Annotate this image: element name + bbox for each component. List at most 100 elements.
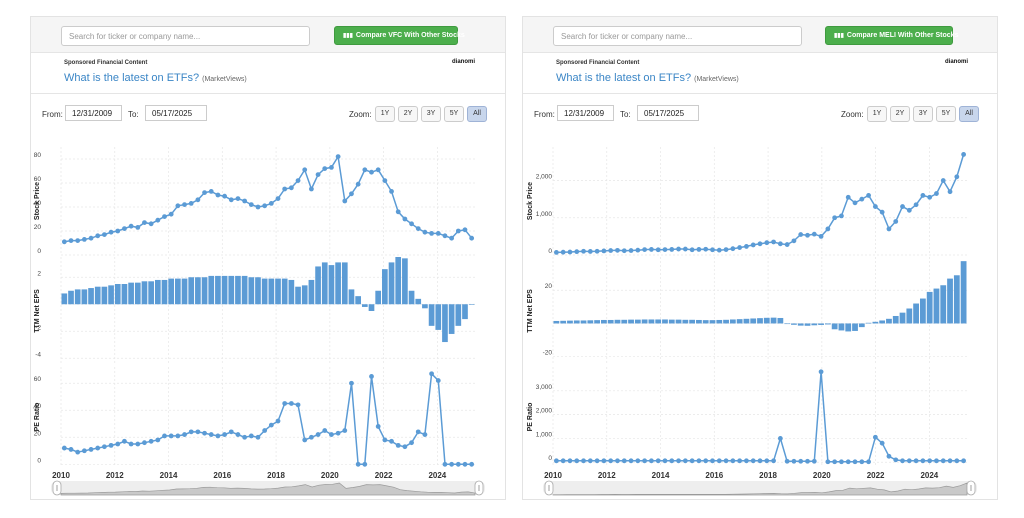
eps-bar: [255, 277, 261, 305]
data-point: [188, 201, 194, 206]
data-point: [710, 247, 715, 253]
data-point: [268, 422, 274, 428]
zoom-all-button[interactable]: All: [467, 106, 487, 122]
data-point: [362, 461, 368, 467]
eps-bar: [148, 281, 154, 305]
data-point: [689, 458, 695, 464]
data-point: [148, 438, 154, 444]
data-point: [839, 213, 844, 219]
data-point: [415, 429, 421, 435]
data-point: [811, 231, 817, 237]
pane-stock-price: 0 20 40 60 80 Stock Price: [34, 147, 475, 256]
data-point: [553, 249, 559, 255]
data-point: [730, 458, 736, 464]
ad-link[interactable]: What is the latest on ETFs? (MarketViews): [64, 72, 247, 84]
data-point: [415, 226, 421, 231]
data-point: [309, 434, 314, 440]
y-tick-label: 80: [34, 152, 42, 159]
data-point: [655, 458, 661, 464]
eps-bar: [607, 319, 614, 324]
eps-bar: [614, 319, 621, 324]
eps-bar: [288, 279, 295, 305]
ad-title[interactable]: What is the latest on ETFs?: [64, 72, 200, 84]
search-input[interactable]: Search for ticker or company name...: [61, 26, 310, 46]
data-point: [235, 432, 241, 437]
data-point: [449, 461, 455, 467]
y-tick-label: 0: [37, 248, 41, 255]
data-point: [228, 197, 234, 203]
y-axis-label: Stock Price: [527, 182, 534, 220]
zoom-2y-button[interactable]: 2Y: [890, 106, 910, 122]
search-input[interactable]: Search for ticker or company name...: [553, 26, 802, 46]
ad-title[interactable]: What is the latest on ETFs?: [556, 72, 692, 84]
series-line: [556, 371, 964, 463]
zoom-1y-button[interactable]: 1Y: [867, 106, 887, 122]
eps-bar: [560, 320, 567, 324]
eps-bar: [61, 293, 68, 305]
y-axis-label: PE Ratio: [34, 403, 41, 432]
data-point: [940, 458, 946, 464]
eps-bar: [455, 304, 462, 326]
data-point: [409, 440, 414, 446]
eps-bar: [831, 323, 838, 330]
zoom-3y-button[interactable]: 3Y: [913, 106, 933, 122]
data-point: [382, 437, 388, 443]
data-point: [642, 247, 648, 252]
x-tick-label: 2012: [598, 471, 616, 480]
data-point: [395, 209, 401, 215]
data-point: [669, 458, 675, 464]
zoom-3y-button[interactable]: 3Y: [421, 106, 441, 122]
data-point: [335, 430, 341, 436]
data-point: [777, 436, 783, 441]
data-point: [913, 458, 919, 464]
zoom-2y-button[interactable]: 2Y: [398, 106, 418, 122]
data-point: [852, 459, 858, 465]
navigator: [543, 480, 977, 496]
data-point: [574, 458, 580, 464]
eps-bar: [655, 319, 662, 324]
x-tick-label: 2010: [544, 471, 562, 480]
data-point: [455, 228, 461, 234]
data-point: [682, 246, 688, 252]
to-date-input[interactable]: 05/17/2025: [637, 105, 699, 121]
data-point: [621, 458, 627, 464]
data-point: [275, 418, 281, 424]
ad-link[interactable]: What is the latest on ETFs? (MarketViews): [556, 72, 739, 84]
data-point: [168, 211, 174, 217]
data-point: [175, 433, 181, 439]
eps-bar: [368, 304, 375, 311]
eps-bar: [960, 261, 967, 324]
eps-bar: [926, 291, 933, 324]
data-point: [88, 235, 94, 241]
eps-bar: [913, 303, 919, 324]
eps-bar: [175, 278, 181, 305]
data-point: [934, 191, 939, 196]
x-tick-label: 2018: [759, 471, 777, 480]
data-point: [737, 458, 743, 464]
data-point: [155, 217, 161, 223]
eps-bar: [940, 285, 947, 324]
eps-bar: [281, 278, 288, 305]
data-point: [615, 247, 620, 253]
from-date-input[interactable]: 12/31/2009: [557, 105, 614, 121]
data-point: [798, 458, 804, 464]
data-point: [422, 229, 428, 235]
data-point: [382, 178, 388, 183]
eps-bar: [953, 275, 960, 324]
data-point: [832, 215, 838, 221]
data-point: [395, 442, 401, 448]
compare-button[interactable]: ▮▮▮ Compare MELI With Other Stocks: [825, 26, 958, 45]
data-point: [832, 459, 838, 465]
data-point: [268, 201, 274, 206]
from-date-input[interactable]: 12/31/2009: [65, 105, 122, 121]
compare-button[interactable]: ▮▮▮ Compare VFC With Other Stocks: [334, 26, 465, 45]
eps-bar: [899, 312, 906, 324]
to-date-input[interactable]: 05/17/2025: [145, 105, 207, 121]
zoom-all-button[interactable]: All: [959, 106, 979, 122]
data-point: [155, 437, 161, 443]
data-point: [128, 223, 134, 229]
zoom-5y-button[interactable]: 5Y: [936, 106, 956, 122]
y-tick-label: 60: [34, 376, 42, 383]
zoom-1y-button[interactable]: 1Y: [375, 106, 395, 122]
zoom-5y-button[interactable]: 5Y: [444, 106, 464, 122]
